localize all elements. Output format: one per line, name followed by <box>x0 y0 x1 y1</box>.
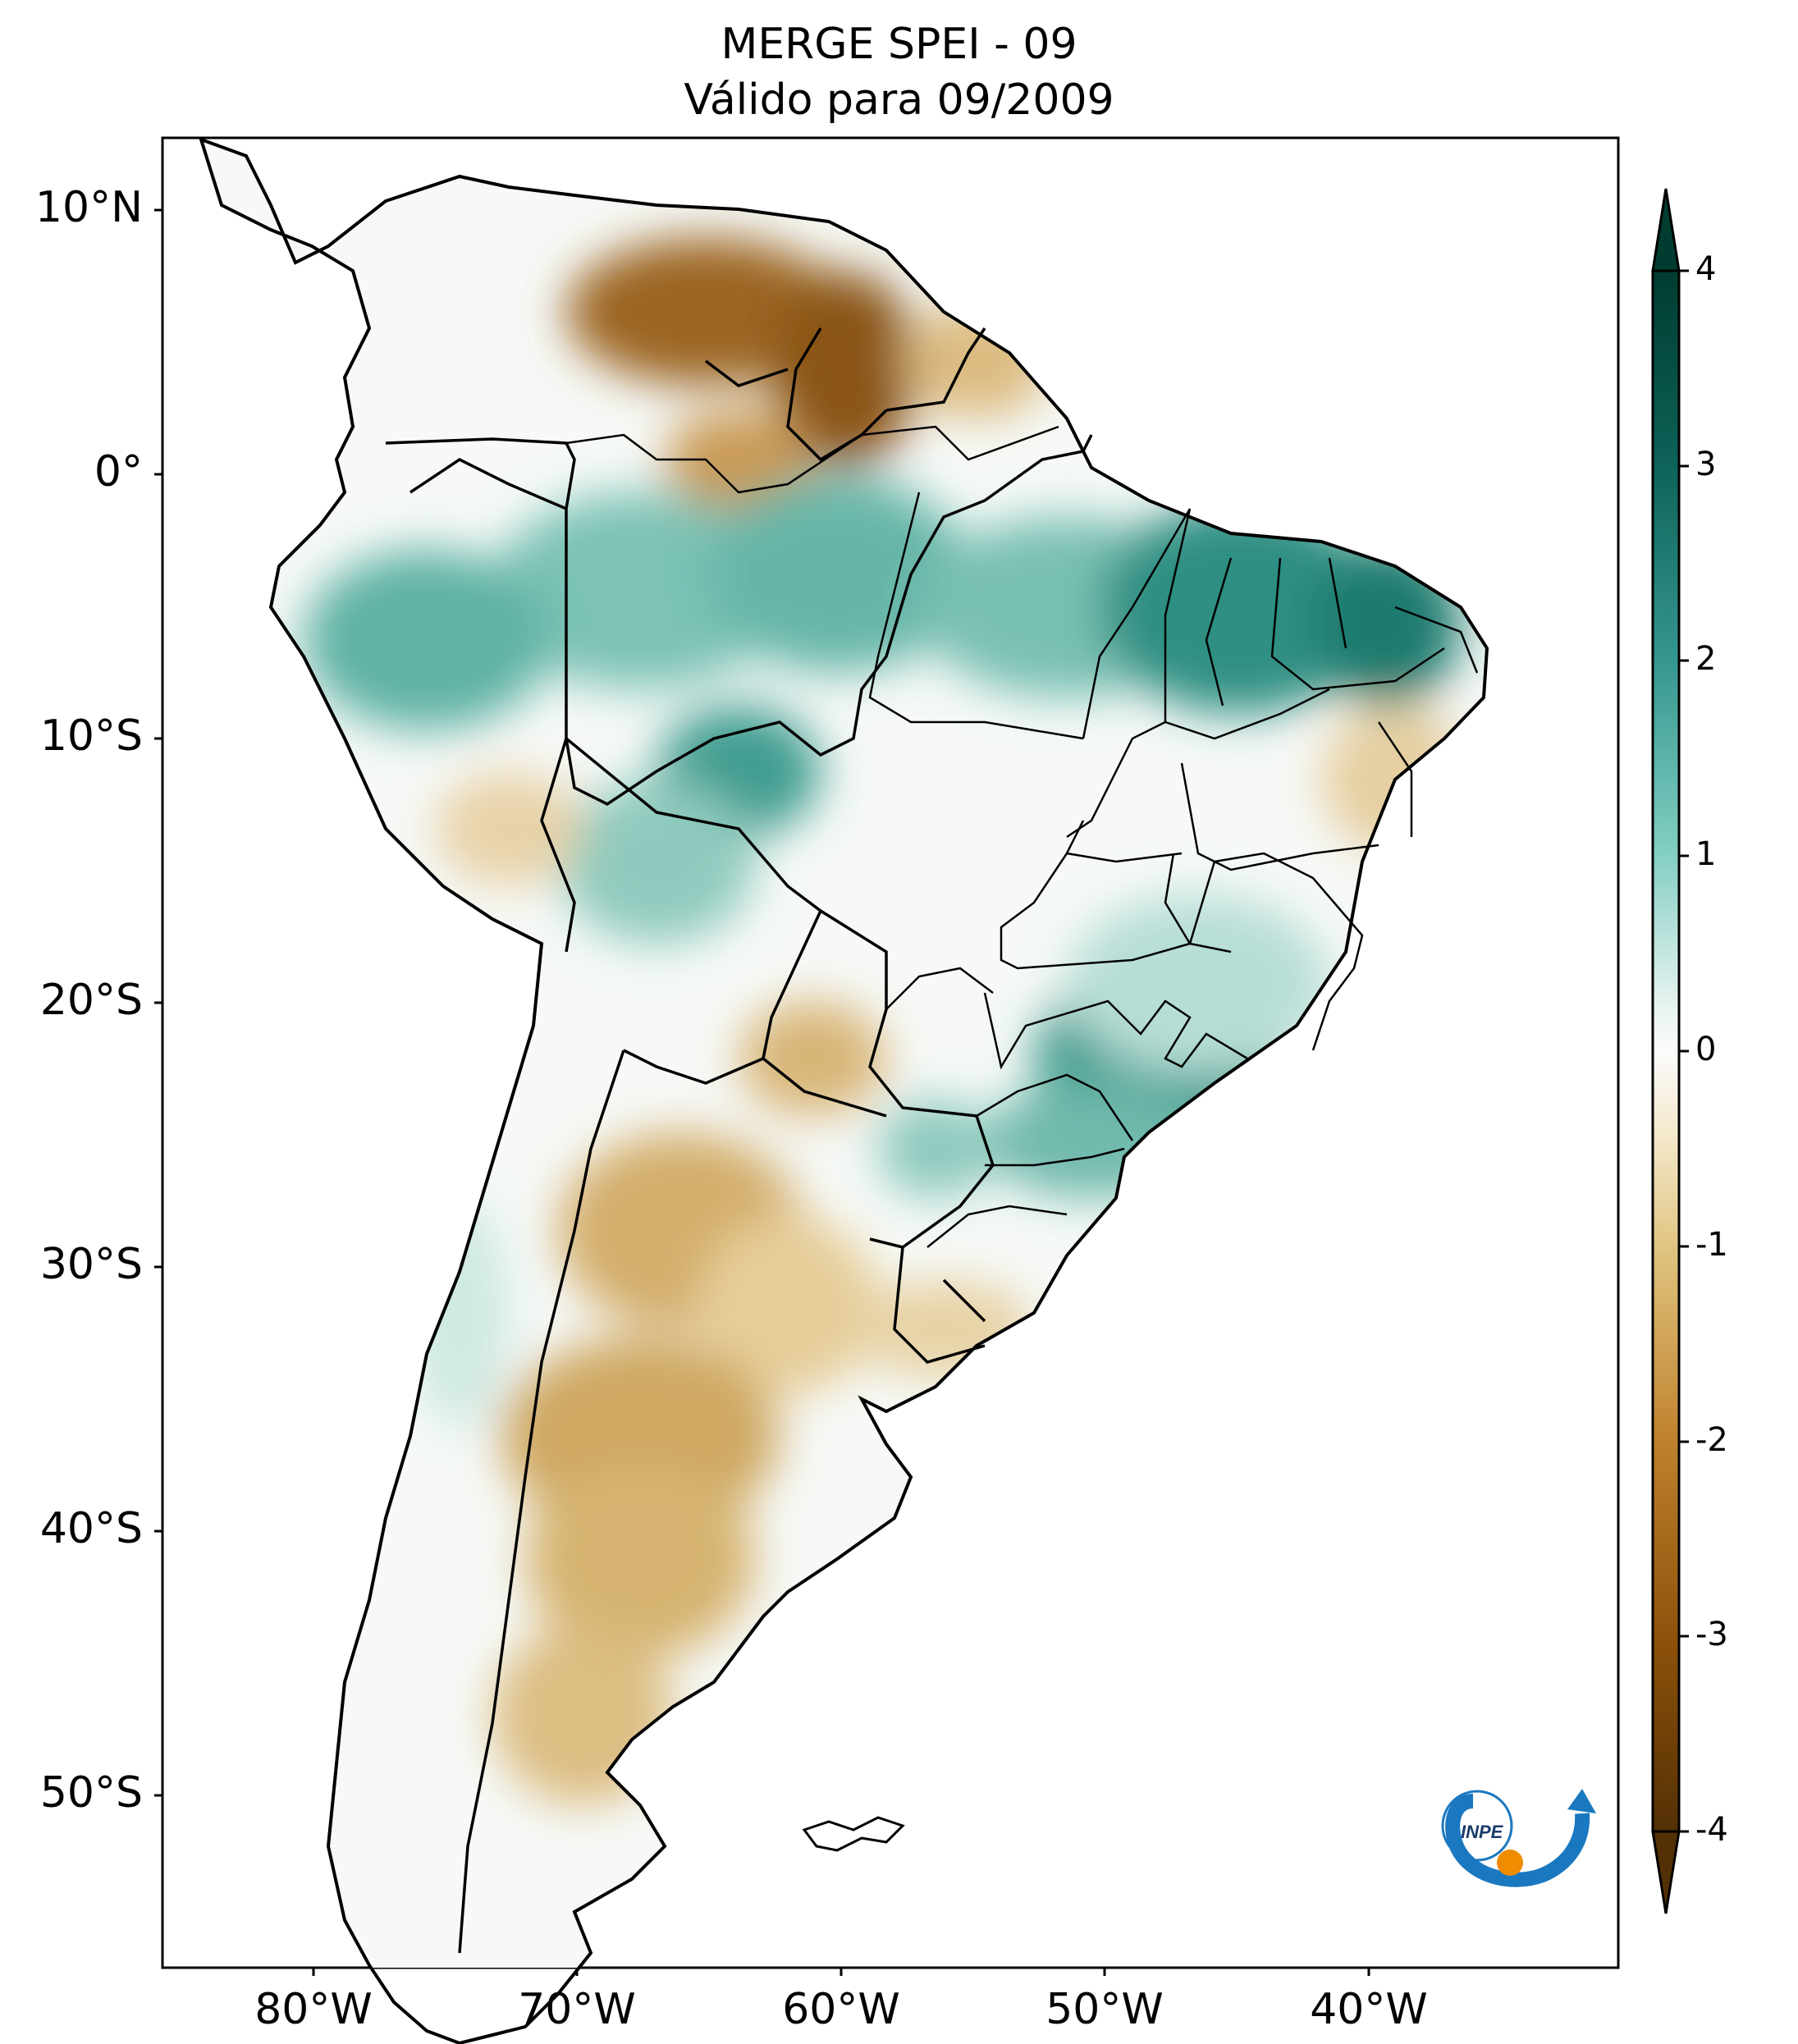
falkland-islands <box>802 1816 905 1852</box>
colorbar-tick-0: 0 <box>1695 1031 1716 1068</box>
logo-text: INPE <box>1461 1822 1504 1842</box>
latitude-axis: 10°N 0° 10°S 20°S 30°S 40°S 50°S <box>35 183 162 1818</box>
lon-tick-40w: 40°W <box>1310 1985 1428 2034</box>
lon-tick-60w: 60°W <box>782 1985 900 2034</box>
colorbar-tick-2: 2 <box>1695 640 1716 678</box>
colorbar-tick-1: 1 <box>1695 835 1716 873</box>
lat-tick-50s: 50°S <box>40 1768 143 1818</box>
lat-tick-0: 0° <box>94 447 143 496</box>
logo-swoosh <box>1445 1794 1590 1887</box>
colorbar-extend-max <box>1651 188 1681 272</box>
lon-tick-50w: 50°W <box>1045 1985 1164 2034</box>
lat-tick-40s: 40°S <box>40 1504 143 1553</box>
colorbar-tick-4: 4 <box>1695 250 1716 288</box>
colorbar-tick-minus-2: -2 <box>1695 1421 1728 1459</box>
map-subtitle: Válido para 09/2009 <box>684 75 1114 125</box>
lat-tick-10s: 10°S <box>40 711 143 761</box>
colorbar: 4 3 2 1 0 -1 -2 -3 -4 <box>1651 188 1728 1914</box>
lat-tick-10n: 10°N <box>35 183 143 232</box>
longitude-axis: 80°W 70°W 60°W 50°W 40°W <box>254 1968 1428 2034</box>
colorbar-extend-min <box>1651 1830 1681 1914</box>
colorbar-tick-minus-3: -3 <box>1695 1616 1728 1653</box>
lat-tick-20s: 20°S <box>40 976 143 1025</box>
country-borders <box>385 327 1093 1954</box>
lon-tick-80w: 80°W <box>254 1985 373 2034</box>
state-borders <box>565 425 1479 1248</box>
colorbar-tick-3: 3 <box>1695 446 1716 483</box>
logo-orange-dot <box>1497 1850 1523 1876</box>
colorbar-tick-minus-1: -1 <box>1695 1226 1728 1264</box>
lon-tick-70w: 70°W <box>518 1985 636 2034</box>
lat-tick-30s: 30°S <box>40 1240 143 1289</box>
colorbar-tick-minus-4: -4 <box>1695 1811 1728 1849</box>
inpe-logo: INPE <box>1441 1789 1596 1887</box>
colorbar-bar <box>1651 269 1681 1833</box>
map-title: MERGE SPEI - 09 <box>721 20 1077 69</box>
